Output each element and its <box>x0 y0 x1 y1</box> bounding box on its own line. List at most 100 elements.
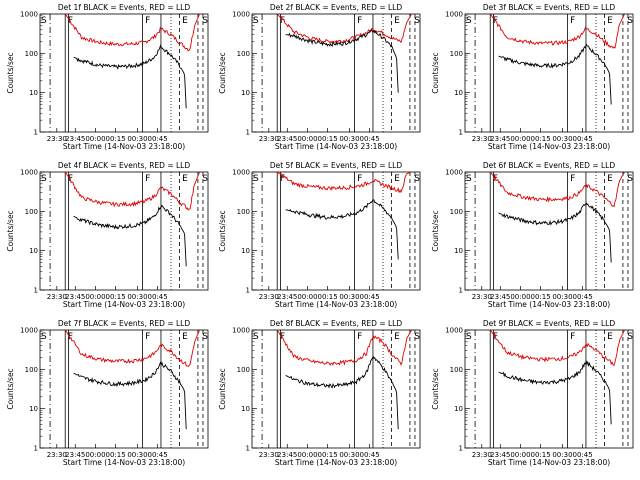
x-axis-label: Start Time (14-Nov-03 23:18:00) <box>488 458 610 467</box>
x-tick-label: 23:30 <box>259 451 279 459</box>
time-marker-label: S <box>202 174 208 184</box>
x-tick-label: 23:30 <box>472 451 492 459</box>
events-series-line <box>498 42 612 105</box>
x-tick-label: 23:30 <box>47 451 67 459</box>
x-tick-label: 23:45 <box>65 135 85 143</box>
time-marker-label: F <box>68 332 73 342</box>
x-tick-label: 00:45 <box>360 135 380 143</box>
time-marker-label: F <box>280 174 285 184</box>
time-marker-label: F <box>145 16 150 26</box>
x-tick-label: 00:45 <box>148 451 168 459</box>
detector-panel: Det 7f BLACK = Events, RED = LLD 1 10 100 10… <box>6 319 209 467</box>
time-marker-label: S <box>466 16 472 26</box>
y-tick-label: 1 <box>246 287 250 295</box>
events-series-line <box>498 201 612 263</box>
y-axis-label: Counts/sec <box>431 210 440 251</box>
x-tick-label: 00:00 <box>297 293 317 301</box>
y-tick-label: 100 <box>237 366 250 374</box>
y-axis-label: Counts/sec <box>218 210 227 251</box>
events-series-line <box>285 355 399 430</box>
x-axis-label: Start Time (14-Nov-03 23:18:00) <box>63 458 185 467</box>
y-tick-label: 1000 <box>20 11 38 19</box>
time-marker-label: S <box>466 174 472 184</box>
time-marker-label: E <box>182 16 188 26</box>
x-tick-label: 23:30 <box>47 135 67 143</box>
time-marker-label: F <box>145 332 150 342</box>
panel-title: Det 3f BLACK = Events, RED = LLD <box>483 3 616 12</box>
y-tick-label: 1 <box>34 445 38 453</box>
lld-series-line <box>64 13 201 52</box>
y-tick-label: 100 <box>25 50 38 58</box>
time-marker-label: S <box>414 16 420 26</box>
time-marker-label: F <box>570 174 575 184</box>
time-marker-label: E <box>394 16 400 26</box>
x-tick-label: 23:45 <box>65 451 85 459</box>
time-marker-label: S <box>466 332 472 342</box>
lld-series-line <box>489 13 625 49</box>
detector-panel: Det 6f BLACK = Events, RED = LLD 1 10 100 10… <box>431 161 634 309</box>
time-marker-label: S <box>253 174 259 184</box>
y-tick-label: 1000 <box>232 11 250 19</box>
y-tick-label: 1000 <box>445 11 463 19</box>
x-tick-label: 00:30 <box>127 293 147 301</box>
plot-frame <box>39 13 209 133</box>
x-tick-label: 00:15 <box>318 135 338 143</box>
x-tick-label: 00:45 <box>573 135 593 143</box>
detector-panel: Det 3f BLACK = Events, RED = LLD 1 10 100 10… <box>431 3 634 151</box>
x-tick-label: 00:30 <box>127 135 147 143</box>
y-tick-label: 1000 <box>232 169 250 177</box>
x-tick-label: 00:30 <box>339 451 359 459</box>
y-tick-label: 1 <box>34 287 38 295</box>
events-series-line <box>73 361 187 430</box>
y-tick-label: 1 <box>34 129 38 137</box>
y-tick-label: 1 <box>246 445 250 453</box>
time-marker-label: S <box>202 332 208 342</box>
x-tick-label: 23:30 <box>259 293 279 301</box>
events-series-line <box>73 204 187 267</box>
y-tick-label: 100 <box>25 366 38 374</box>
y-tick-label: 100 <box>450 50 463 58</box>
panel-title: Det 1f BLACK = Events, RED = LLD <box>58 3 191 12</box>
x-tick-label: 00:15 <box>318 451 338 459</box>
x-tick-label: 00:00 <box>85 293 105 301</box>
x-tick-label: 23:30 <box>472 135 492 143</box>
x-tick-label: 23:45 <box>490 451 510 459</box>
x-tick-label: 23:45 <box>277 135 297 143</box>
lld-series-line <box>276 13 412 44</box>
y-tick-label: 1 <box>459 129 463 137</box>
time-marker-label: F <box>357 174 362 184</box>
time-marker-label: S <box>41 332 47 342</box>
y-tick-label: 10 <box>241 247 250 255</box>
plot-frame <box>464 329 634 449</box>
time-marker-label: S <box>253 16 259 26</box>
x-tick-label: 00:30 <box>552 135 572 143</box>
detector-panel: Det 5f BLACK = Events, RED = LLD 1 10 100 10… <box>218 161 421 309</box>
x-tick-label: 00:45 <box>148 293 168 301</box>
panel-title: Det 9f BLACK = Events, RED = LLD <box>483 319 616 328</box>
y-axis-label: Counts/sec <box>218 52 227 93</box>
y-tick-label: 1 <box>459 287 463 295</box>
x-tick-label: 00:00 <box>297 451 317 459</box>
time-marker-label: S <box>627 174 633 184</box>
time-marker-label: S <box>414 332 420 342</box>
y-axis-label: Counts/sec <box>6 210 15 251</box>
x-axis-label: Start Time (14-Nov-03 23:18:00) <box>63 300 185 309</box>
events-series-line <box>285 29 399 93</box>
y-tick-label: 100 <box>237 208 250 216</box>
x-axis-label: Start Time (14-Nov-03 23:18:00) <box>63 142 185 151</box>
x-tick-label: 00:30 <box>127 451 147 459</box>
y-tick-label: 1000 <box>20 327 38 335</box>
plot-frame <box>464 13 634 133</box>
time-marker-label: F <box>280 16 285 26</box>
x-tick-label: 00:15 <box>531 451 551 459</box>
y-tick-label: 1000 <box>20 169 38 177</box>
y-axis-label: Counts/sec <box>6 368 15 409</box>
x-tick-label: 00:45 <box>573 293 593 301</box>
x-axis-label: Start Time (14-Nov-03 23:18:00) <box>275 142 397 151</box>
time-marker-label: E <box>607 16 613 26</box>
time-marker-label: S <box>202 16 208 26</box>
x-tick-label: 00:30 <box>552 451 572 459</box>
plot-frame <box>251 13 421 133</box>
plot-frame <box>251 171 421 291</box>
